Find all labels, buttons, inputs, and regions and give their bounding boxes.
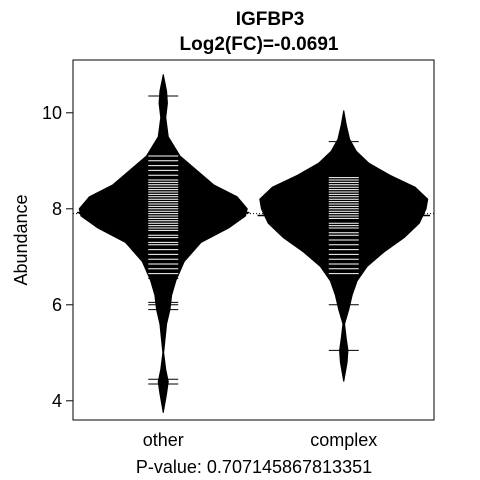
y-tick-label: 8 bbox=[52, 199, 62, 219]
y-axis: 4 6 8 10 bbox=[42, 103, 74, 411]
bean-complex bbox=[259, 110, 429, 382]
y-axis-label: Abundance bbox=[11, 194, 31, 285]
p-value-label: P-value: 0.707145867813351 bbox=[136, 457, 372, 477]
x-axis: other complex bbox=[143, 430, 378, 450]
plot-frame bbox=[72, 59, 435, 421]
y-tick-label: 6 bbox=[52, 295, 62, 315]
beans-layer bbox=[73, 74, 434, 413]
bean-other bbox=[78, 74, 248, 413]
y-tick-label: 10 bbox=[42, 103, 62, 123]
x-tick-label: complex bbox=[310, 430, 377, 450]
chart-subtitle: Log2(FC)=-0.0691 bbox=[180, 34, 339, 55]
x-tick-label: other bbox=[143, 430, 184, 450]
y-tick-label: 4 bbox=[52, 391, 62, 411]
chart-title: IGFBP3 bbox=[236, 9, 305, 30]
